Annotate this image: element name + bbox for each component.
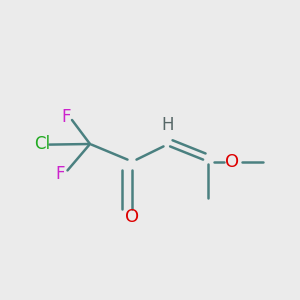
Text: F: F (61, 108, 71, 126)
Text: O: O (225, 153, 240, 171)
Text: O: O (125, 208, 139, 226)
Text: Cl: Cl (34, 135, 50, 153)
Text: F: F (55, 165, 65, 183)
Text: H: H (162, 116, 174, 134)
